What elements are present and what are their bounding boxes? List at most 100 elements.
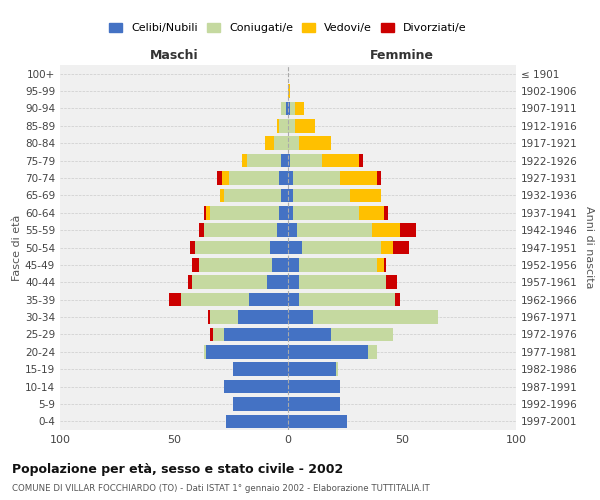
Bar [206, 206, 211, 220]
Bar [290, 154, 322, 168]
Bar [299, 258, 377, 272]
Bar [190, 240, 194, 254]
Bar [336, 362, 338, 376]
Bar [169, 293, 181, 306]
Bar [211, 206, 279, 220]
Bar [222, 171, 229, 185]
Bar [293, 206, 359, 220]
Bar [368, 345, 377, 358]
Bar [350, 188, 382, 202]
Bar [384, 206, 388, 220]
Bar [288, 84, 290, 98]
Bar [211, 310, 238, 324]
Bar [224, 380, 288, 394]
Bar [290, 102, 295, 115]
Bar [299, 276, 386, 289]
Bar [277, 119, 279, 132]
Bar [203, 345, 206, 358]
Bar [299, 136, 331, 150]
Bar [192, 258, 199, 272]
Bar [281, 188, 288, 202]
Bar [377, 258, 384, 272]
Bar [288, 276, 299, 289]
Bar [288, 310, 313, 324]
Bar [288, 188, 293, 202]
Bar [249, 293, 288, 306]
Bar [297, 224, 373, 237]
Text: Femmine: Femmine [370, 50, 434, 62]
Bar [288, 345, 368, 358]
Bar [359, 206, 384, 220]
Bar [233, 362, 288, 376]
Bar [299, 293, 395, 306]
Bar [199, 224, 203, 237]
Y-axis label: Anni di nascita: Anni di nascita [584, 206, 594, 289]
Bar [400, 224, 416, 237]
Bar [288, 224, 297, 237]
Bar [288, 397, 340, 410]
Bar [322, 154, 359, 168]
Bar [293, 188, 350, 202]
Bar [229, 171, 279, 185]
Bar [359, 154, 363, 168]
Bar [268, 276, 288, 289]
Bar [203, 224, 277, 237]
Bar [181, 293, 249, 306]
Bar [386, 276, 397, 289]
Y-axis label: Fasce di età: Fasce di età [12, 214, 22, 280]
Bar [213, 328, 224, 341]
Bar [242, 154, 247, 168]
Legend: Celibi/Nubili, Coniugati/e, Vedovi/e, Divorziati/e: Celibi/Nubili, Coniugati/e, Vedovi/e, Di… [106, 20, 470, 36]
Text: Popolazione per età, sesso e stato civile - 2002: Popolazione per età, sesso e stato civil… [12, 462, 343, 475]
Bar [393, 240, 409, 254]
Bar [288, 240, 302, 254]
Bar [288, 293, 299, 306]
Bar [295, 119, 316, 132]
Bar [293, 171, 340, 185]
Bar [208, 310, 211, 324]
Bar [194, 240, 270, 254]
Bar [288, 328, 331, 341]
Bar [279, 119, 288, 132]
Bar [382, 240, 393, 254]
Bar [217, 171, 222, 185]
Bar [274, 136, 288, 150]
Bar [288, 154, 290, 168]
Bar [224, 188, 281, 202]
Bar [281, 102, 286, 115]
Bar [270, 240, 288, 254]
Bar [277, 224, 288, 237]
Bar [288, 414, 347, 428]
Bar [226, 414, 288, 428]
Bar [272, 258, 288, 272]
Bar [203, 206, 206, 220]
Bar [288, 380, 340, 394]
Bar [206, 345, 288, 358]
Bar [233, 397, 288, 410]
Bar [331, 328, 393, 341]
Bar [288, 206, 293, 220]
Bar [265, 136, 274, 150]
Bar [288, 362, 336, 376]
Bar [288, 258, 299, 272]
Bar [302, 240, 382, 254]
Bar [199, 258, 272, 272]
Bar [295, 102, 304, 115]
Bar [313, 310, 439, 324]
Bar [288, 171, 293, 185]
Bar [288, 119, 295, 132]
Bar [377, 171, 382, 185]
Bar [211, 328, 213, 341]
Bar [192, 276, 268, 289]
Bar [279, 206, 288, 220]
Text: Maschi: Maschi [149, 50, 199, 62]
Bar [247, 154, 281, 168]
Bar [224, 328, 288, 341]
Bar [238, 310, 288, 324]
Bar [279, 171, 288, 185]
Bar [395, 293, 400, 306]
Bar [188, 276, 192, 289]
Bar [384, 258, 386, 272]
Bar [281, 154, 288, 168]
Bar [286, 102, 288, 115]
